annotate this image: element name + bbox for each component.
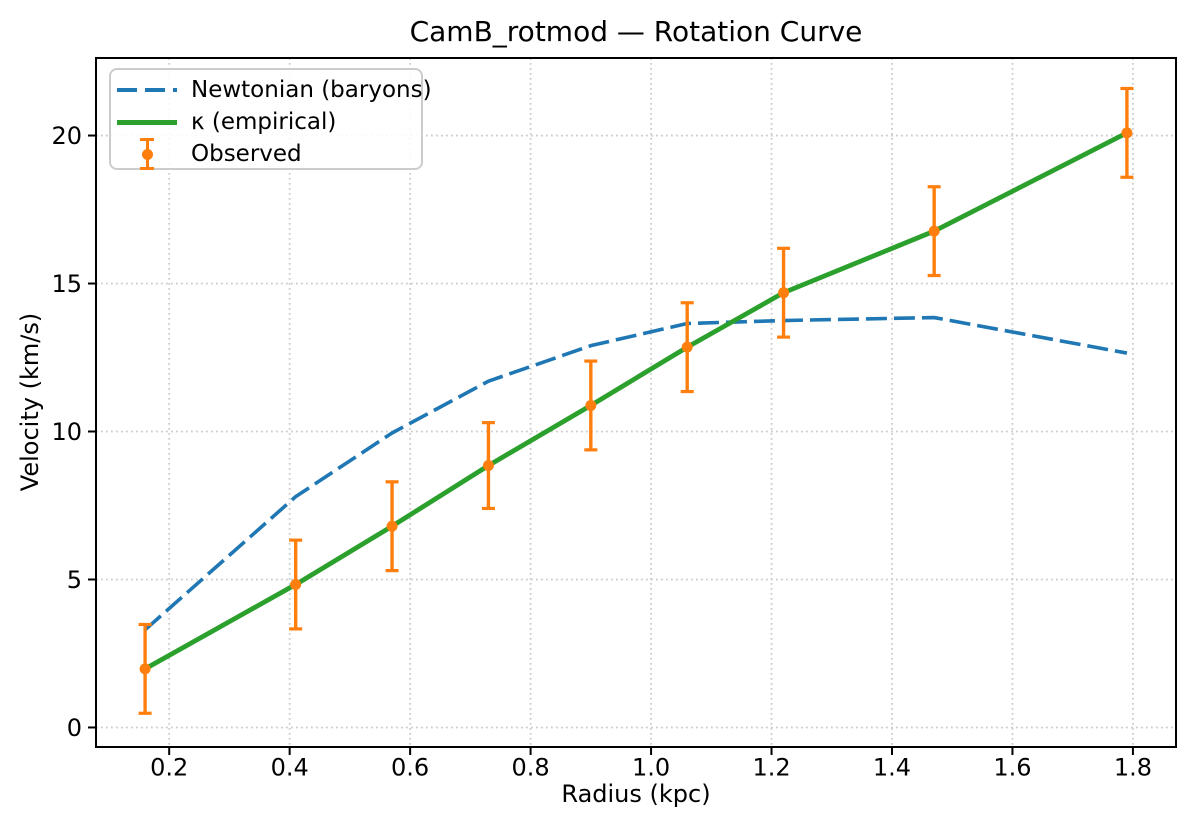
data-marker <box>290 579 302 591</box>
data-marker <box>386 520 398 532</box>
observed-point <box>138 622 152 715</box>
observed-point <box>927 185 941 278</box>
x-tick-label: 0.8 <box>512 754 550 782</box>
observed-point <box>777 246 791 339</box>
dashed-line-icon <box>117 74 177 106</box>
x-tick-label: 1.4 <box>873 754 911 782</box>
x-tick-label: 1.0 <box>632 754 670 782</box>
newtonian-curve <box>143 315 1128 632</box>
x-axis-label: Radius (kpc) <box>561 780 711 808</box>
legend: Newtonian (baryons) κ (empirical) Observ… <box>109 68 432 170</box>
y-tick-label: 15 <box>51 270 82 298</box>
chart-title: CamB_rotmod — Rotation Curve <box>409 15 863 48</box>
observed-point <box>680 301 694 394</box>
y-axis-label: Velocity (km/s) <box>16 312 44 492</box>
observed-point <box>584 359 598 452</box>
legend-label: Newtonian (baryons) <box>191 76 432 103</box>
x-tick-label: 0.2 <box>150 754 188 782</box>
legend-label: κ (empirical) <box>191 108 337 135</box>
observed-point <box>1120 86 1134 179</box>
y-tick-label: 10 <box>51 418 82 446</box>
data-marker <box>928 225 940 237</box>
errorbar-point-icon <box>117 138 177 170</box>
observed-point <box>385 480 399 573</box>
legend-entry-newtonian: Newtonian (baryons) <box>117 74 432 106</box>
series-layer <box>138 86 1134 715</box>
tick-label-layer: 0.2 0.4 0.6 0.8 1.0 1.2 1.4 1.6 1.8 0 5 10 15 20 <box>51 122 1152 781</box>
data-marker <box>585 399 597 411</box>
y-tick-label: 20 <box>51 122 82 150</box>
y-tick-label: 0 <box>67 714 82 742</box>
plot-border <box>95 57 1177 748</box>
observed-series <box>138 86 1134 715</box>
x-tick-label: 0.6 <box>391 754 429 782</box>
data-marker <box>482 460 494 472</box>
data-marker <box>1121 127 1133 139</box>
solid-line-icon <box>117 106 177 138</box>
legend-entry-observed: Observed <box>117 138 413 170</box>
x-tick-label: 1.2 <box>752 754 790 782</box>
data-marker <box>778 287 790 299</box>
x-tick-label: 0.4 <box>271 754 309 782</box>
observed-point <box>481 421 495 511</box>
x-tick-label: 1.8 <box>1114 754 1152 782</box>
x-tick-label: 1.6 <box>993 754 1031 782</box>
axis-layer <box>88 57 1177 755</box>
data-marker <box>681 341 693 353</box>
legend-label: Observed <box>191 140 302 167</box>
data-marker <box>139 663 151 675</box>
y-tick-label: 5 <box>67 566 82 594</box>
legend-entry-kappa: κ (empirical) <box>117 106 413 138</box>
observed-point <box>289 538 303 631</box>
